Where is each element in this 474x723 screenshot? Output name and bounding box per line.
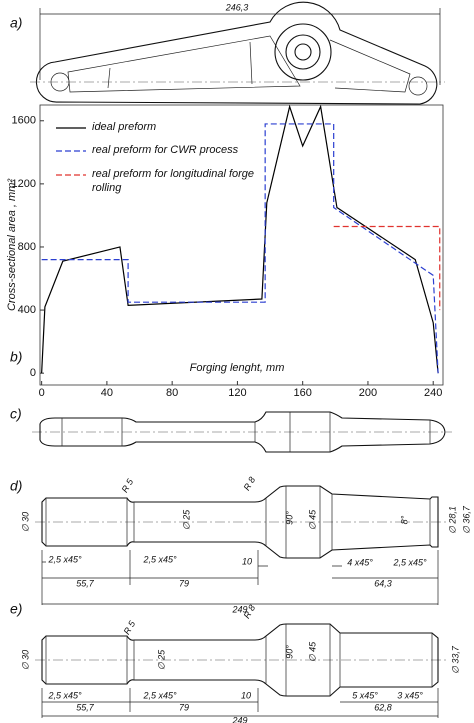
y-tick-label: 0 (30, 367, 36, 379)
dimension-label: 8° (399, 515, 409, 524)
dimension-label: ∅ 36,7 (461, 505, 471, 534)
dimension-label: 55,7 (76, 578, 95, 588)
series-line (41, 104, 439, 374)
dimension-label: 246,3 (225, 2, 249, 12)
dimension-label: 2,5 x45° (47, 554, 82, 564)
bore (408, 76, 428, 96)
x-tick-label: 40 (101, 387, 113, 399)
panel-label: e) (10, 601, 22, 617)
y-tick-label: 1200 (12, 178, 36, 190)
dimension-label: ∅ 28,1 (447, 506, 457, 534)
dimension-line (41, 624, 439, 718)
boss (274, 23, 332, 81)
dimension-label: 10 (242, 556, 252, 566)
dimension-label: 5 x45° (352, 690, 378, 700)
dimension-label: ∅ 25 (156, 649, 166, 670)
y-tick-label: 800 (18, 241, 36, 253)
dimension-label: ∅ 45 (307, 509, 317, 530)
lever-outline (35, 1, 438, 105)
dimension-line (41, 486, 439, 605)
x-tick-label: 80 (166, 387, 178, 399)
lever-pocket (67, 35, 411, 93)
dimension-label: 3 x45° (397, 690, 423, 700)
legend-label: ideal preform (92, 121, 157, 133)
preform-outline (39, 431, 446, 453)
dimension-label: ∅ 30 (20, 650, 30, 670)
panel-label: a) (10, 15, 22, 31)
y-tick-label: 1600 (12, 115, 36, 127)
dimension-label: 2,5 x45° (47, 690, 82, 700)
dimension-label: ∅ 33,7 (450, 645, 460, 674)
dimension-label: 4 x45° (347, 557, 373, 567)
shaft-outline (41, 623, 439, 660)
x-tick-label: 240 (424, 387, 442, 399)
dimension-label: 64,3 (374, 578, 392, 588)
dimension-label: 79 (179, 578, 189, 588)
plot-frame (39, 104, 444, 386)
legend-label: real preform for longitudinal forge roll… (92, 168, 255, 194)
dimension-label: 2,5 x45° (392, 557, 427, 567)
dimension-label: 79 (179, 702, 189, 712)
dimension-label: 2,5 x45° (142, 554, 177, 564)
bore (294, 43, 312, 61)
dimension-label: 90° (284, 511, 294, 525)
section-edge (61, 412, 431, 452)
panel-label: c) (10, 406, 22, 422)
dimension-label: 2,5 x45° (142, 690, 177, 700)
x-tick-label: 120 (228, 387, 246, 399)
preform-outline (39, 411, 446, 433)
legend-label: real preform for CWR process (92, 144, 239, 156)
panel-label: d) (10, 478, 22, 494)
dimension-label: ∅ 25 (181, 509, 191, 530)
shaft-outline (41, 521, 439, 559)
dimension-label: 249 (231, 715, 247, 723)
panel-label: b) (10, 349, 22, 365)
y-axis-label: Cross-sectional area , mm² (6, 179, 18, 311)
dimension-label: 249 (231, 604, 247, 614)
x-tick-label: 0 (39, 387, 45, 399)
dimension-label: ∅ 45 (307, 641, 317, 662)
shaft-outline (41, 485, 439, 522)
x-axis-label: Forging lenght, mm (190, 362, 285, 374)
dimension-label: ∅ 30 (20, 512, 30, 532)
legend-entry: real preform for CWR process (92, 144, 239, 156)
series-line (41, 123, 439, 374)
dimension-label: 10 (241, 690, 251, 700)
dimension-label: R 5 (122, 618, 138, 636)
dimension-label: R 8 (242, 475, 258, 492)
boss (285, 34, 321, 70)
x-tick-label: 160 (294, 387, 312, 399)
legend-entry: real preform for longitudinal forge roll… (92, 168, 255, 194)
dimension-label: 90° (284, 645, 294, 659)
dimension-label: R 5 (120, 476, 136, 494)
y-tick-label: 400 (18, 304, 36, 316)
dimension-label: 62,8 (374, 702, 392, 712)
x-tick-label: 200 (359, 387, 377, 399)
legend-entry: ideal preform (92, 121, 157, 133)
dimension-label: 55,7 (76, 702, 95, 712)
